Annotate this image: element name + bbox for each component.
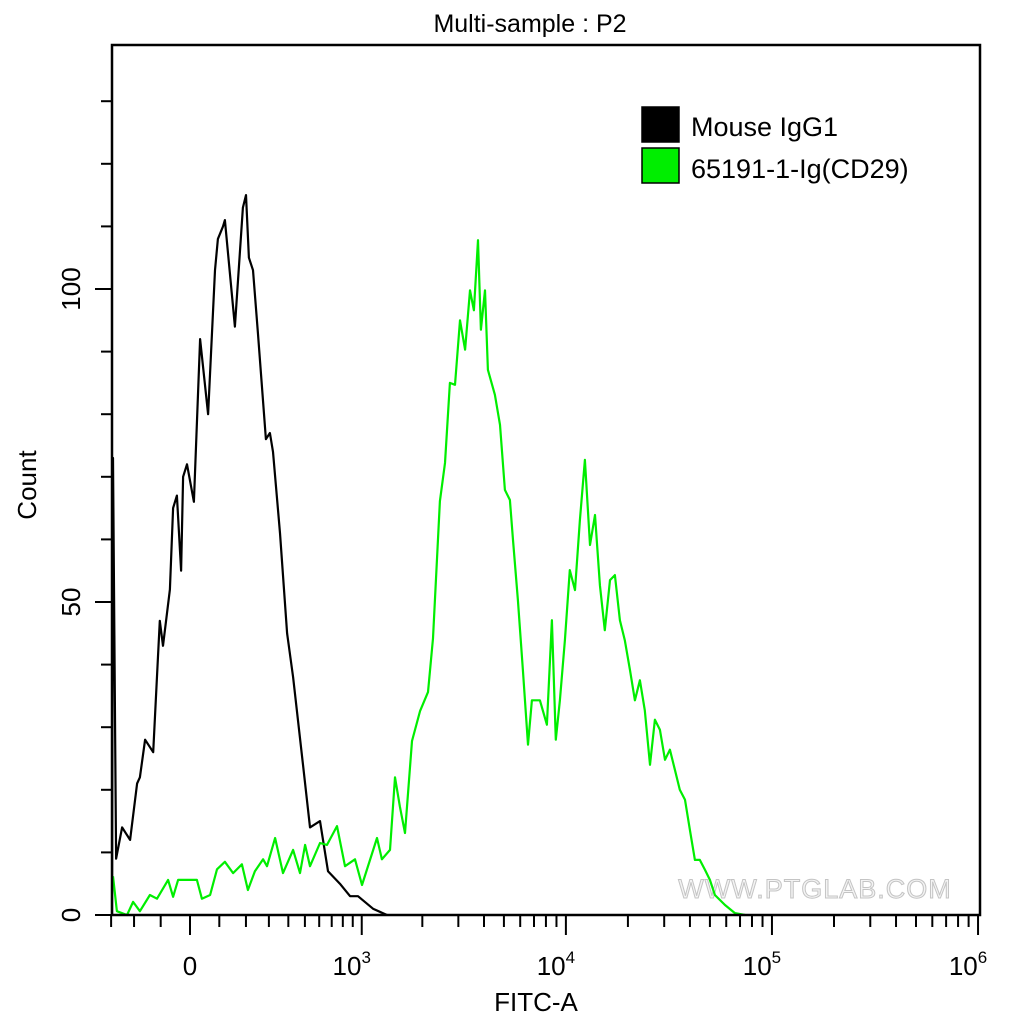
x-tick-label: 105 bbox=[743, 948, 781, 981]
chart-title: Multi-sample : P2 bbox=[433, 10, 626, 38]
legend-label-cd29: 65191-1-Ig(CD29) bbox=[691, 154, 909, 184]
x-tick-base: 10 bbox=[537, 951, 566, 981]
y-tick-label: 50 bbox=[56, 588, 86, 617]
series-line-0 bbox=[110, 194, 388, 917]
legend: Mouse IgG1 65191-1-Ig(CD29) bbox=[641, 106, 909, 184]
series-layer bbox=[110, 194, 746, 917]
x-tick-exponent: 3 bbox=[361, 948, 370, 967]
x-tick-base: 10 bbox=[333, 951, 362, 981]
x-tick-exponent: 4 bbox=[566, 948, 575, 967]
legend-swatch-cd29 bbox=[641, 147, 680, 184]
x-tick-base: 10 bbox=[949, 951, 978, 981]
x-tick-exponent: 5 bbox=[772, 948, 781, 967]
y-tick-label: 0 bbox=[56, 908, 86, 922]
y-axis bbox=[95, 100, 112, 916]
legend-label-mouse-igg1: Mouse IgG1 bbox=[691, 112, 838, 142]
y-axis-label: Count bbox=[12, 450, 42, 520]
x-axis-label: FITC-A bbox=[494, 987, 578, 1017]
x-axis bbox=[110, 915, 980, 935]
series-line-1 bbox=[111, 239, 746, 917]
y-tick-label: 100 bbox=[56, 267, 86, 310]
x-tick-label: 103 bbox=[333, 948, 371, 981]
legend-swatch-mouse-igg1 bbox=[641, 106, 680, 143]
x-tick-base: 10 bbox=[743, 951, 772, 981]
x-tick-labels: 0 103 104 105 106 bbox=[183, 948, 987, 981]
x-tick-label: 106 bbox=[949, 948, 987, 981]
x-tick-exponent: 6 bbox=[978, 948, 987, 967]
x-tick-base: 0 bbox=[183, 951, 197, 981]
watermark: WWW.PTGLAB.COM bbox=[678, 874, 952, 904]
y-tick-labels: 0 50 100 bbox=[56, 267, 86, 922]
x-tick-label: 104 bbox=[537, 948, 575, 981]
x-tick-label: 0 bbox=[183, 951, 197, 981]
